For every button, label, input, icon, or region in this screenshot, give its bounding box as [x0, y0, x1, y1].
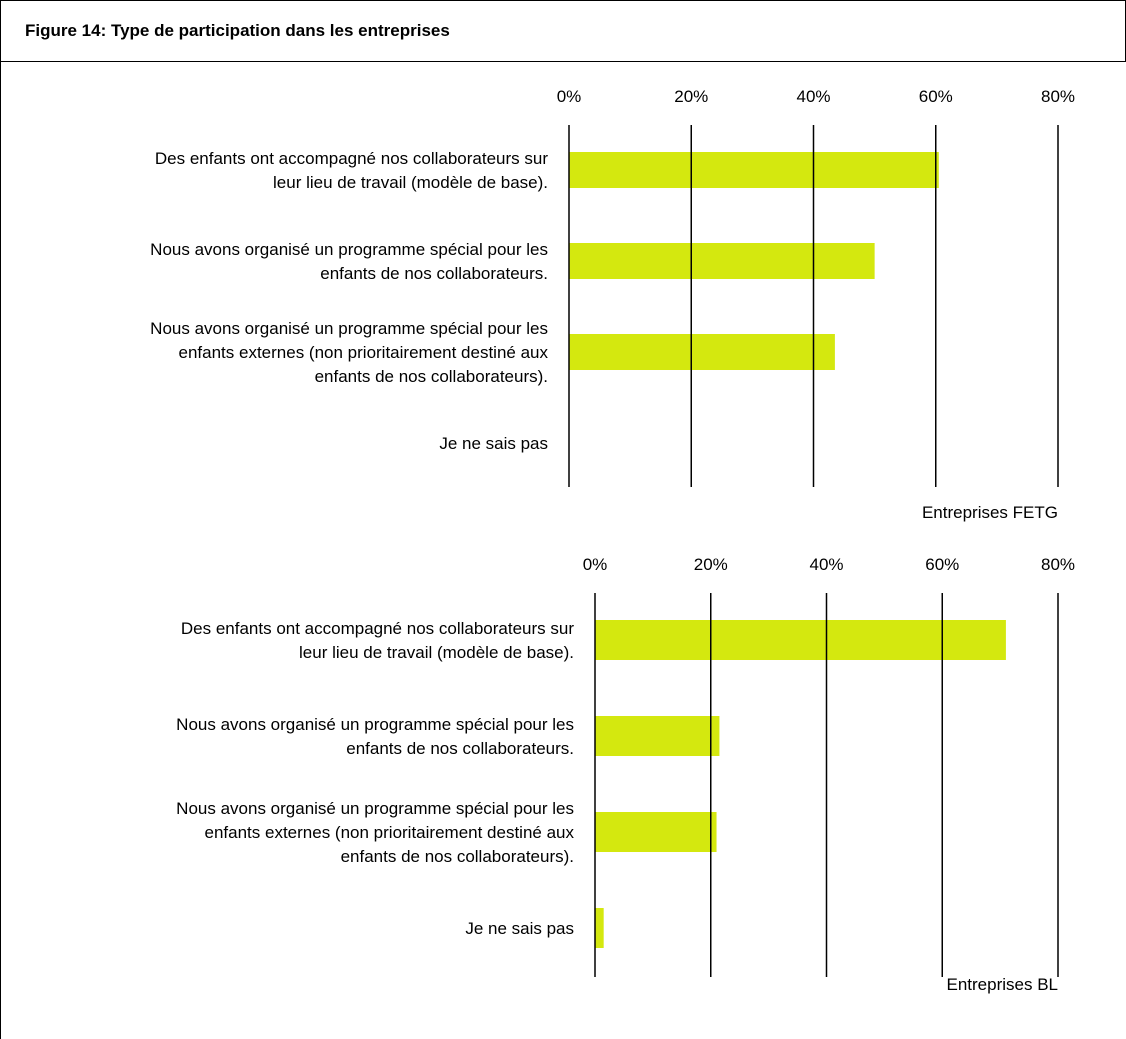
bar-1-3 [569, 334, 835, 370]
category-label-2-2: Nous avons organisé un programme spécial… [176, 715, 574, 758]
tick-label-1-1: 0% [557, 87, 582, 106]
tick-label-2-5: 80% [1041, 555, 1075, 574]
tick-label-2-1: 0% [583, 555, 608, 574]
tick-label-2-2: 20% [694, 555, 728, 574]
category-label-1-4: Je ne sais pas [439, 434, 548, 453]
category-label-1-2: Nous avons organisé un programme spécial… [150, 240, 548, 283]
tick-label-1-4: 60% [919, 87, 953, 106]
figure-title: Figure 14: Type de participation dans le… [25, 21, 450, 40]
bar-1-2 [569, 243, 875, 279]
tick-label-1-3: 40% [796, 87, 830, 106]
bar-1-1 [569, 152, 939, 188]
bar-2-4 [595, 908, 604, 948]
category-label-2-3: Nous avons organisé un programme spécial… [176, 799, 574, 866]
bar-2-3 [595, 812, 717, 852]
category-label-1-3: Nous avons organisé un programme spécial… [150, 319, 548, 386]
group-label-2: Entreprises BL [947, 975, 1059, 994]
tick-label-2-3: 40% [809, 555, 843, 574]
category-label-2-4: Je ne sais pas [465, 919, 574, 938]
tick-label-1-2: 20% [674, 87, 708, 106]
category-label-1-1: Des enfants ont accompagné nos collabora… [155, 149, 548, 192]
category-label-2-1: Des enfants ont accompagné nos collabora… [181, 619, 574, 662]
bar-2-1 [595, 620, 1006, 660]
tick-label-1-5: 80% [1041, 87, 1075, 106]
tick-label-2-4: 60% [925, 555, 959, 574]
group-label-1: Entreprises FETG [922, 503, 1058, 522]
bar-2-2 [595, 716, 720, 756]
